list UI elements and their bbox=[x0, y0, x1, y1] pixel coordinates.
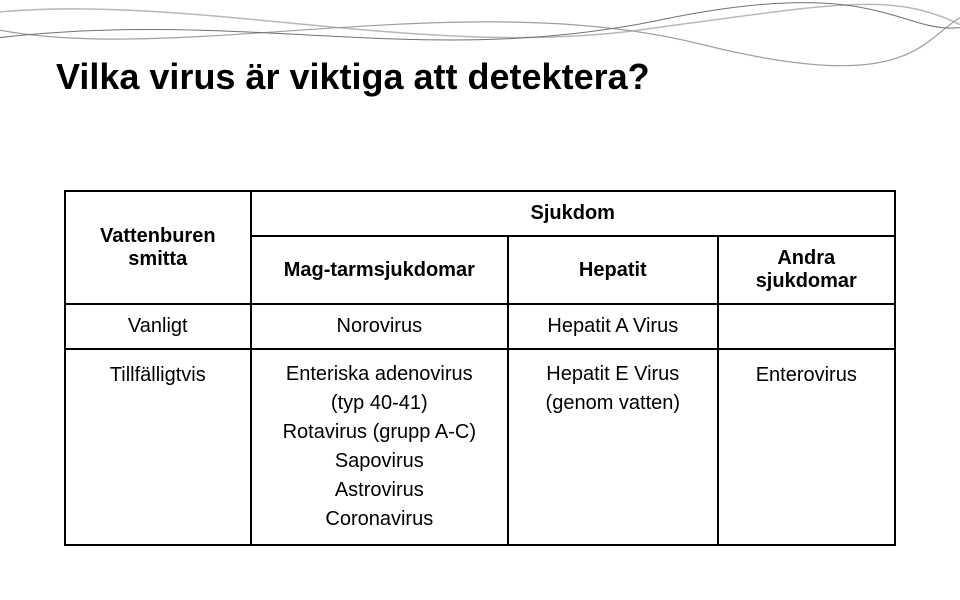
row-vanligt-col2: Hepatit A Virus bbox=[508, 304, 717, 349]
row-tillf-col1: Enteriska adenovirus (typ 40-41) Rotavir… bbox=[251, 349, 509, 545]
row-tillf-col2: Hepatit E Virus (genom vatten) bbox=[508, 349, 717, 545]
cell-line: Sapovirus bbox=[264, 447, 496, 476]
cell-line: Enteriska adenovirus bbox=[264, 360, 496, 389]
virus-table-container: Vattenburen smitta Sjukdom Mag-tarmsjukd… bbox=[64, 190, 896, 546]
row-tillf-col3: Enterovirus bbox=[718, 349, 895, 545]
header-mag: Mag-tarmsjukdomar bbox=[251, 236, 509, 304]
header-andra: Andra sjukdomar bbox=[718, 236, 895, 304]
cell-line: Rotavirus (grupp A-C) bbox=[264, 418, 496, 447]
table-row: Vanligt Norovirus Hepatit A Virus bbox=[65, 304, 895, 349]
page-title: Vilka virus är viktiga att detektera? bbox=[56, 56, 650, 98]
table-header-row-1: Vattenburen smitta Sjukdom bbox=[65, 191, 895, 236]
row-vanligt-col1: Norovirus bbox=[251, 304, 509, 349]
cell-line: (genom vatten) bbox=[521, 389, 704, 418]
header-sjukdom: Sjukdom bbox=[251, 191, 896, 236]
row-vanligt-col3 bbox=[718, 304, 895, 349]
row-tillf-label: Tillfälligtvis bbox=[65, 349, 251, 545]
header-hepatit: Hepatit bbox=[508, 236, 717, 304]
cell-line: Astrovirus bbox=[264, 476, 496, 505]
virus-table: Vattenburen smitta Sjukdom Mag-tarmsjukd… bbox=[64, 190, 896, 546]
cell-line: (typ 40-41) bbox=[264, 389, 496, 418]
swoosh-line-3 bbox=[0, 3, 960, 40]
swoosh-line-1 bbox=[0, 4, 960, 37]
header-andra-line2: sjukdomar bbox=[731, 270, 882, 293]
row-vanligt-label: Vanligt bbox=[65, 304, 251, 349]
header-vattenburen: Vattenburen smitta bbox=[65, 191, 251, 304]
table-row: Tillfälligtvis Enteriska adenovirus (typ… bbox=[65, 349, 895, 545]
header-vattenburen-line1: Vattenburen bbox=[78, 225, 238, 248]
header-vattenburen-line2: smitta bbox=[78, 248, 238, 271]
cell-line: Hepatit E Virus bbox=[521, 360, 704, 389]
cell-line: Coronavirus bbox=[264, 505, 496, 534]
header-andra-line1: Andra bbox=[731, 247, 882, 270]
